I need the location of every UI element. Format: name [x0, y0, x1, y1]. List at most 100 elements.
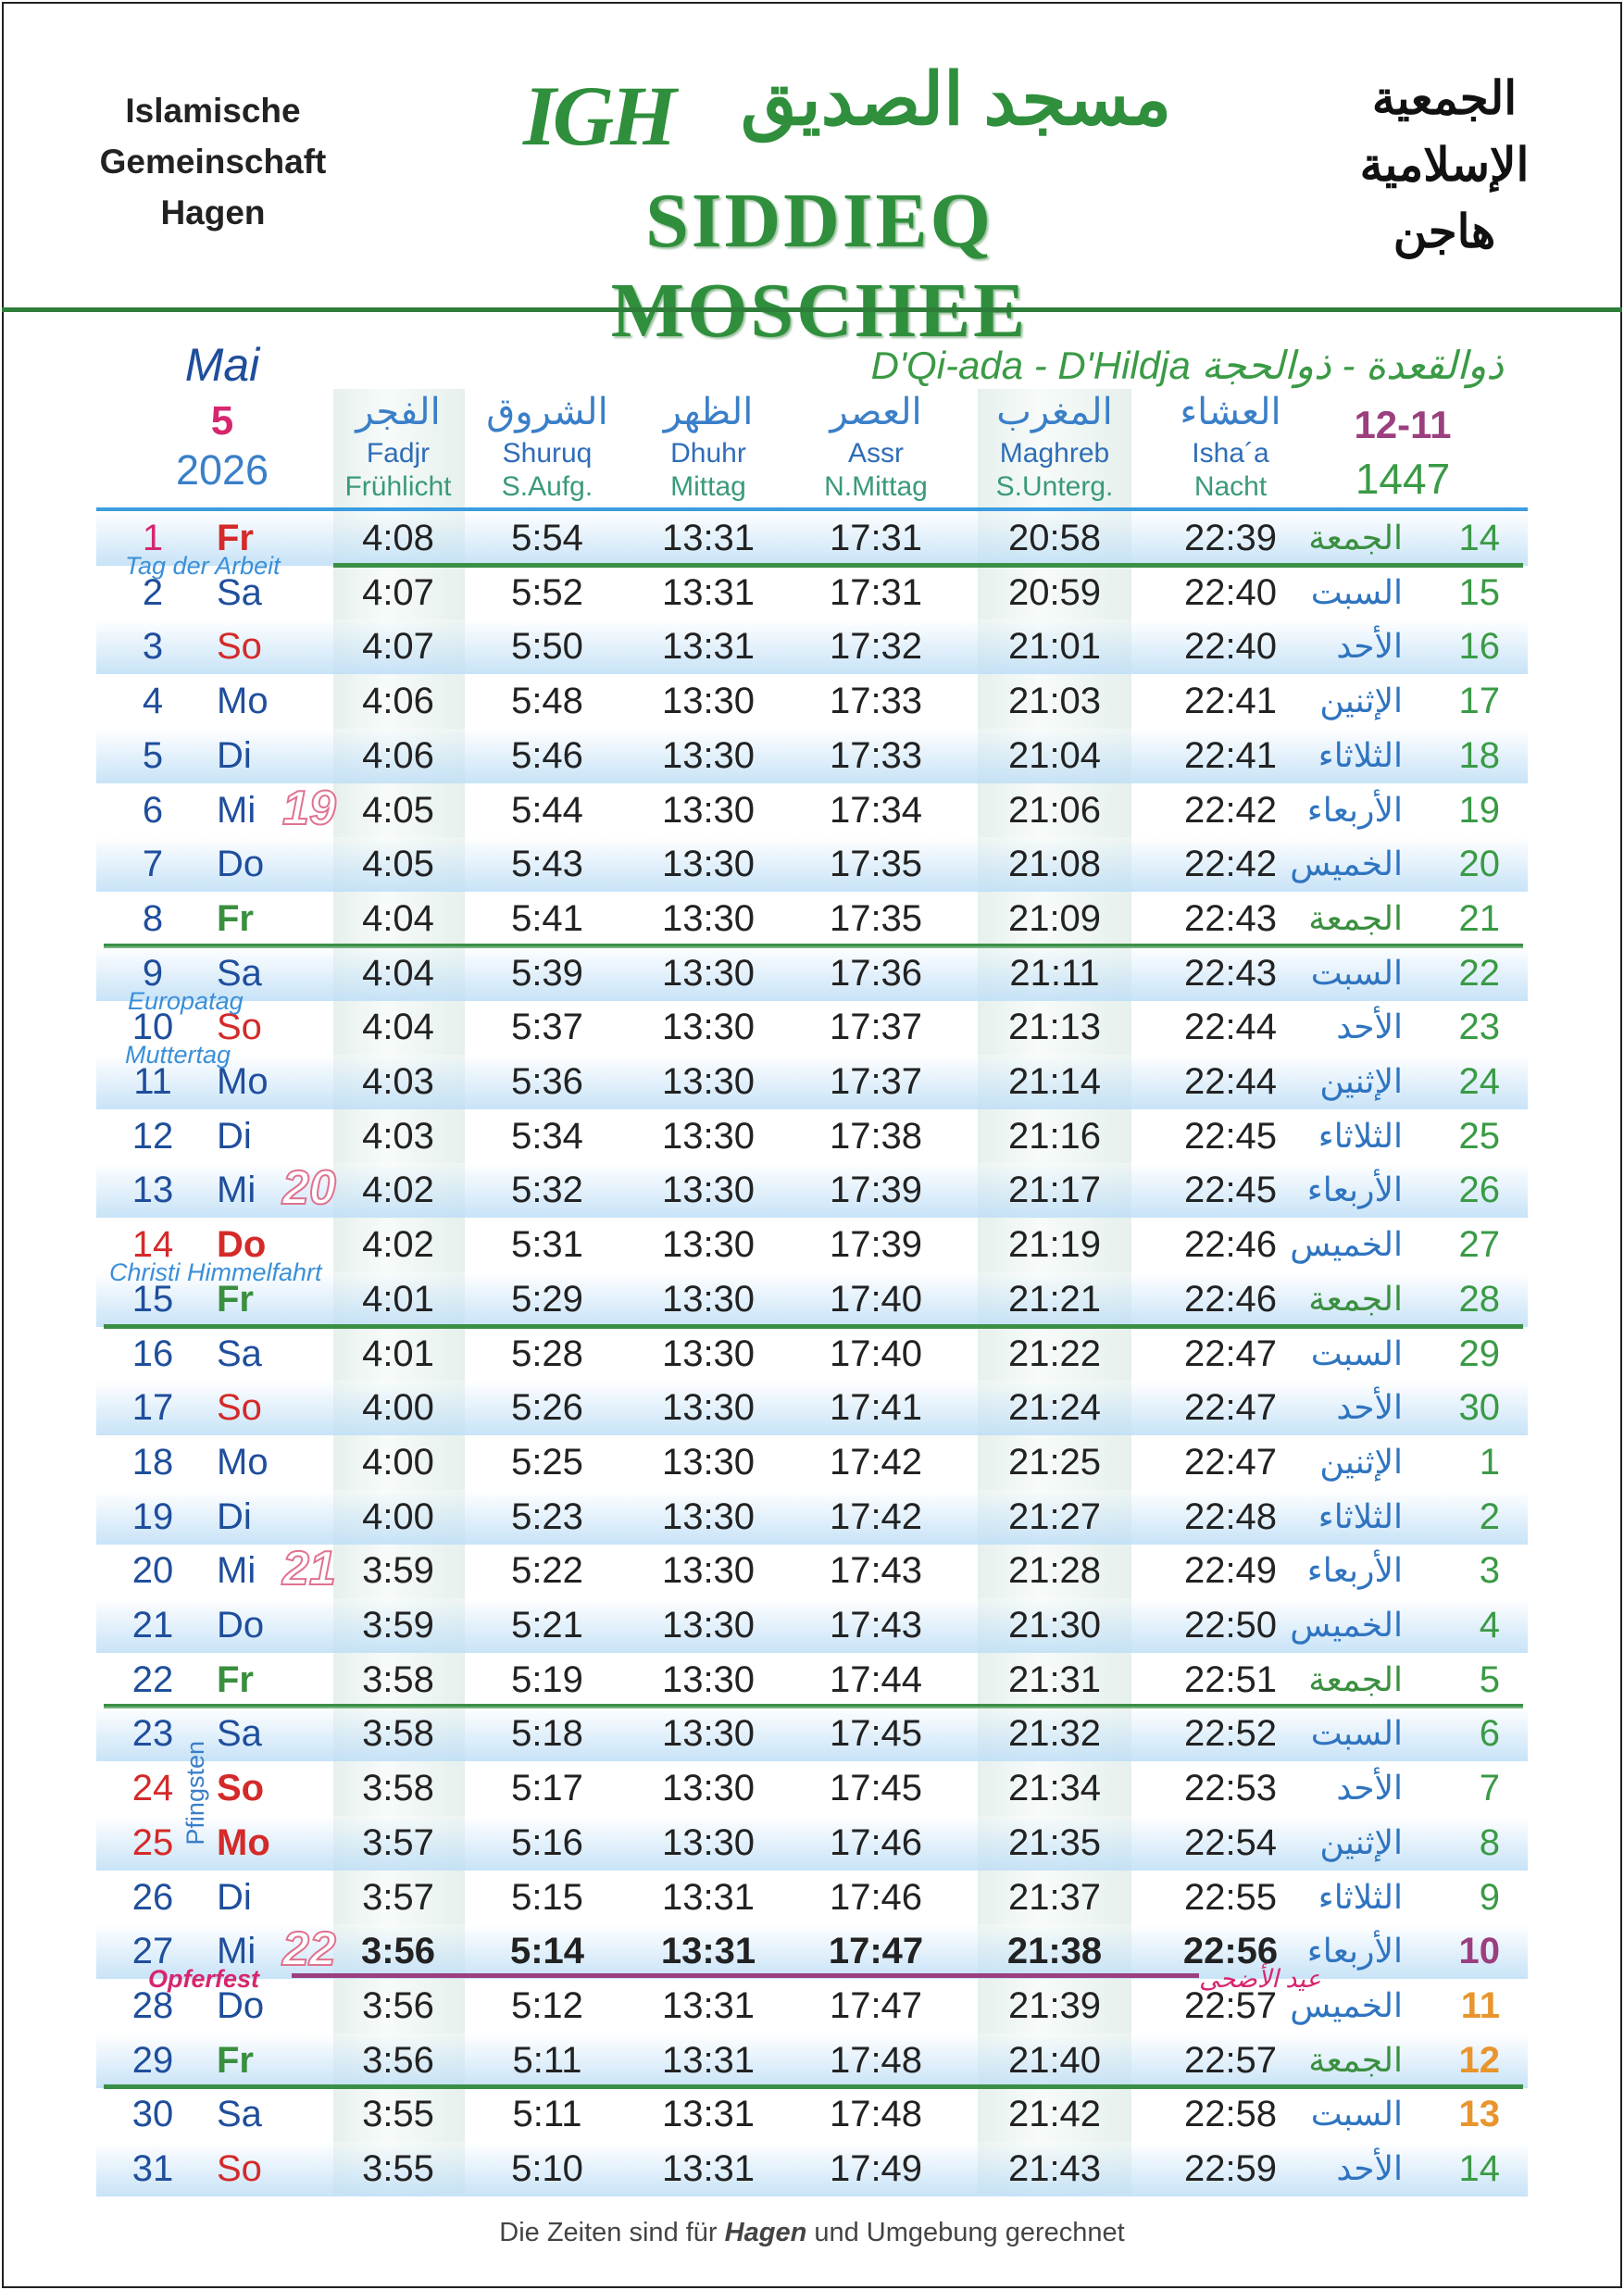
- time-ishaa: 22:44: [1183, 1061, 1278, 1102]
- time-assr: 17:33: [829, 681, 923, 722]
- arabic-weekday: الأربعاء: [1306, 1170, 1403, 1209]
- hijri-day: 20: [1458, 844, 1501, 885]
- org-line: هاجن: [1393, 206, 1496, 257]
- weekday: Fr: [217, 897, 254, 939]
- footer-note: Die Zeiten sind für Hagen und Umgebung g…: [0, 2218, 1624, 2248]
- table-row: 27 Mi 3:56 5:14 13:31 17:47 21:38 22:56 الأربعا…: [96, 1924, 1528, 1980]
- hijri-day: 6: [1479, 1713, 1500, 1755]
- time-dhuhr: 13:30: [661, 1333, 756, 1374]
- table-row: 22 Fr 3:58 5:19 13:30 17:44 21:31 22:51 الجمعة …: [96, 1653, 1528, 1708]
- table-row: 14 Do 4:02 5:31 13:30 17:39 21:19 22:46 الخميس …: [96, 1218, 1528, 1272]
- time-shuruq: 5:46: [511, 734, 583, 776]
- weekday: Do: [217, 1224, 267, 1266]
- table-row: 12 Di 4:03 5:34 13:30 17:38 21:16 22:45 الثلاثا…: [96, 1109, 1528, 1164]
- time-ishaa: 22:41: [1183, 681, 1278, 722]
- time-fadjr: 4:04: [362, 952, 434, 994]
- footer-text: Die Zeiten sind für: [499, 2218, 725, 2247]
- time-assr: 17:40: [829, 1278, 923, 1320]
- time-fadjr: 3:58: [362, 1768, 434, 1809]
- time-maghreb: 21:31: [1007, 1658, 1102, 1700]
- weekday: Sa: [217, 571, 262, 613]
- time-maghreb: 21:35: [1007, 1821, 1102, 1863]
- table-row: 23 Sa 3:58 5:18 13:30 17:45 21:32 22:52 السبت 6: [96, 1707, 1528, 1762]
- time-shuruq: 5:18: [511, 1713, 583, 1755]
- hijri-day: 1: [1479, 1441, 1500, 1483]
- time-maghreb: 21:14: [1007, 1061, 1102, 1102]
- time-assr: 17:46: [829, 1876, 923, 1918]
- time-shuruq: 5:50: [511, 626, 583, 668]
- day-number: 29: [131, 2039, 174, 2081]
- column-arabic: الفجر: [356, 392, 441, 432]
- time-ishaa: 22:45: [1183, 1170, 1278, 1211]
- time-fadjr: 4:02: [362, 1224, 434, 1266]
- column-german: S.Aufg.: [501, 471, 593, 502]
- hijri-day: 13: [1458, 2094, 1501, 2135]
- column-name: Assr: [848, 438, 904, 469]
- table-row: 24 So 3:58 5:17 13:30 17:45 21:34 22:53 الأحد 7: [96, 1761, 1528, 1816]
- weekday: Sa: [217, 952, 262, 994]
- time-assr: 17:35: [829, 897, 923, 939]
- hijri-day: 18: [1458, 734, 1501, 776]
- igh-logo: IGH: [523, 69, 677, 163]
- org-line: Islamische: [125, 92, 301, 130]
- time-fadjr: 3:56: [362, 1984, 434, 2026]
- time-fadjr: 3:59: [362, 1550, 434, 1592]
- weekday: Sa: [217, 1333, 262, 1374]
- column-german: S.Unterg.: [995, 471, 1114, 502]
- time-shuruq: 5:29: [511, 1278, 583, 1320]
- column-german: Mittag: [670, 471, 746, 502]
- column-name: Dhuhr: [670, 438, 746, 469]
- weekday: Di: [217, 1876, 252, 1918]
- hijri-day: 11: [1460, 1984, 1500, 2026]
- arabic-weekday: الجمعة: [1308, 898, 1403, 937]
- time-dhuhr: 13:30: [661, 1768, 756, 1809]
- day-number: 11: [133, 1061, 172, 1102]
- hijri-day: 14: [1458, 2148, 1501, 2189]
- weekday: Fr: [217, 2039, 254, 2081]
- hijri-day: 15: [1458, 571, 1501, 613]
- table-row: 31 So 3:55 5:10 13:31 17:49 21:43 22:59 الأحد 1…: [96, 2142, 1528, 2196]
- arabic-weekday: الجمعة: [1308, 519, 1403, 557]
- time-fadjr: 3:58: [362, 1658, 434, 1700]
- column-arabic: العشاء: [1180, 392, 1281, 432]
- weekday: Do: [217, 1605, 265, 1646]
- time-ishaa: 22:39: [1183, 518, 1278, 558]
- time-assr: 17:45: [829, 1713, 923, 1755]
- footer-text: und Umgebung gerechnet: [806, 2218, 1125, 2247]
- time-dhuhr: 13:31: [660, 1931, 756, 1972]
- table-row: 25 Mo 3:57 5:16 13:30 17:46 21:35 22:54 الإثنين…: [96, 1815, 1528, 1871]
- holiday-label: Christi Himmelfahrt: [109, 1258, 322, 1287]
- time-maghreb: 21:37: [1007, 1876, 1102, 1918]
- time-fadjr: 3:55: [362, 2148, 434, 2189]
- table-row: 1 Fr 4:08 5:54 13:31 17:31 20:58 22:39 الجمعة 1…: [96, 511, 1528, 566]
- time-fadjr: 3:57: [362, 1821, 434, 1863]
- week-number: 20: [281, 1161, 337, 1216]
- day-number: 13: [131, 1170, 174, 1211]
- column-header-assr: العصر Assr N.Mittag: [806, 394, 945, 501]
- time-dhuhr: 13:30: [661, 734, 756, 776]
- hijri-year: 1447: [1355, 455, 1451, 503]
- hijri-day: 27: [1458, 1224, 1501, 1266]
- day-number: 18: [131, 1441, 174, 1483]
- time-shuruq: 5:26: [511, 1387, 583, 1429]
- time-fadjr: 4:04: [362, 1007, 434, 1048]
- time-fadjr: 3:55: [362, 2094, 434, 2135]
- time-ishaa: 22:44: [1183, 1007, 1278, 1048]
- weekday: So: [217, 1768, 265, 1809]
- arabic-weekday: الأحد: [1336, 1769, 1403, 1808]
- hijri-day: 30: [1458, 1387, 1501, 1429]
- time-dhuhr: 13:30: [661, 1224, 756, 1266]
- arabic-weekday: الأربعاء: [1306, 1551, 1403, 1590]
- hijri-day: 22: [1458, 952, 1501, 994]
- week-separator: [333, 562, 1523, 568]
- time-assr: 17:33: [829, 734, 923, 776]
- time-dhuhr: 13:31: [661, 571, 756, 613]
- time-ishaa: 22:43: [1183, 897, 1278, 939]
- time-shuruq: 5:17: [511, 1768, 583, 1809]
- holiday-label: Europatag: [128, 986, 244, 1015]
- time-fadjr: 4:03: [362, 1115, 434, 1157]
- table-row: 3 So 4:07 5:50 13:31 17:32 21:01 22:40 الأحد 16: [96, 619, 1528, 675]
- table-row: 8 Fr 4:04 5:41 13:30 17:35 21:09 22:43 الجمعة 2…: [96, 892, 1528, 946]
- day-number: 8: [142, 897, 164, 939]
